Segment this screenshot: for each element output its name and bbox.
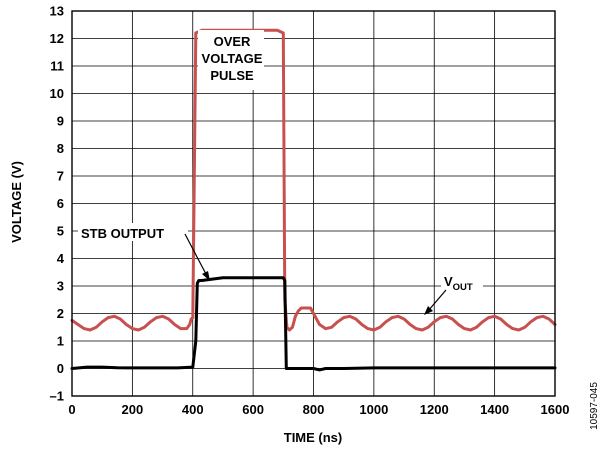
x-tick-label: 600 <box>242 402 264 417</box>
x-tick-label: 0 <box>68 402 75 417</box>
pulse-label-bg <box>198 30 264 90</box>
y-tick-label: 6 <box>57 196 64 211</box>
x-tick-label: 800 <box>303 402 325 417</box>
y-tick-label: 11 <box>50 59 64 74</box>
stb-pointer-line <box>184 233 208 277</box>
y-tick-label: 12 <box>50 31 64 46</box>
figure-id: 10597-045 <box>589 382 600 430</box>
vout-pointer-arrowhead <box>424 306 433 315</box>
pulse-label-line3: PULSE <box>210 68 254 83</box>
pulse-label-line2: VOLTAGE <box>202 51 263 66</box>
stb-pointer-arrowhead <box>202 271 210 281</box>
x-tick-label: 1400 <box>480 402 509 417</box>
x-tick-label: 1200 <box>420 402 449 417</box>
vout-label: VOUT <box>444 274 473 293</box>
y-tick-label: –1 <box>50 389 64 404</box>
vout-pointer-line <box>427 289 447 312</box>
series-line-vout <box>70 28 557 332</box>
y-tick-label: 8 <box>57 141 64 156</box>
y-tick-label: 7 <box>57 169 64 184</box>
grid <box>72 11 555 396</box>
tick-labels: 0 200 400 600 800 1000 1200 1400 1600–1012345678… <box>50 4 570 418</box>
vout-label-bg <box>441 270 483 292</box>
y-tick-label: 1 <box>57 334 64 349</box>
x-axis-label: TIME (ns) <box>284 430 343 445</box>
y-tick-label: 13 <box>50 4 64 19</box>
y-tick-label: 9 <box>57 114 64 129</box>
y-axis-label: VOLTAGE (V) <box>9 161 24 243</box>
y-tick-label: 0 <box>57 361 64 376</box>
pulse-label-line1: OVER <box>214 34 251 49</box>
x-tick-label: 400 <box>182 402 204 417</box>
stb-label-bg <box>78 223 188 241</box>
annotations: OVER VOLTAGE PULSE STB OUTPUT VOUT <box>78 30 483 315</box>
x-tick-label: 1000 <box>359 402 388 417</box>
stb-label: STB OUTPUT <box>81 226 164 241</box>
y-tick-label: 3 <box>57 279 64 294</box>
series-line-stb-output <box>70 276 557 372</box>
y-tick-label: 10 <box>50 86 64 101</box>
x-tick-label: 1600 <box>541 402 570 417</box>
plot-frame <box>71 10 556 397</box>
x-tick-label: 200 <box>122 402 144 417</box>
y-tick-label: 2 <box>57 306 64 321</box>
y-tick-label: 4 <box>57 251 65 266</box>
vout-label-sub: OUT <box>453 282 473 293</box>
vout-label-main: V <box>444 274 453 289</box>
y-tick-label: 5 <box>57 224 64 239</box>
series-layer <box>70 28 557 372</box>
